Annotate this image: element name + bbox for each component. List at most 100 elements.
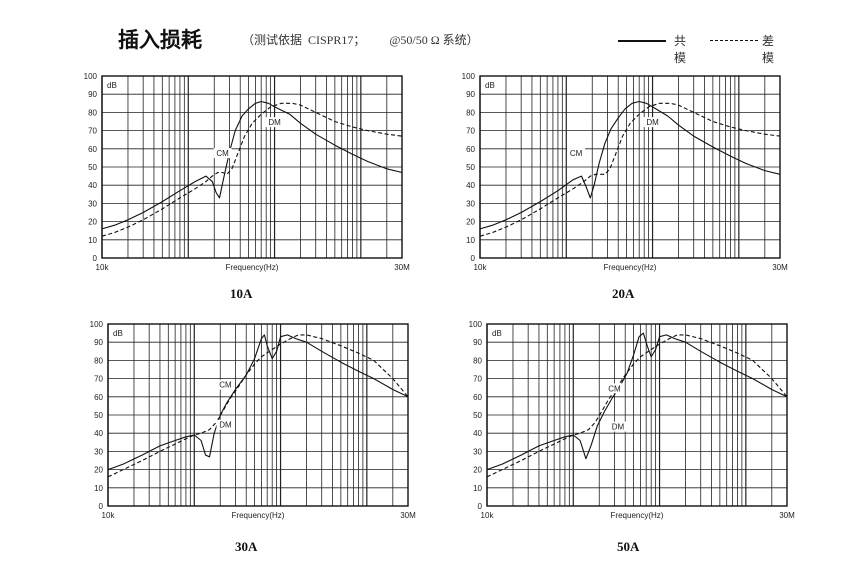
annotation-backdrop	[216, 419, 235, 430]
y-tick-label: 80	[88, 108, 97, 117]
y-tick-label: 0	[478, 502, 483, 511]
series-line-dm	[486, 334, 788, 478]
series-line-dm	[479, 102, 781, 237]
annotation-backdrop	[265, 117, 284, 128]
chart-caption-30a: 30A	[235, 539, 258, 554]
annotation-backdrop	[643, 117, 662, 128]
x-tick-label: 10k	[481, 511, 495, 520]
y-tick-label: 30	[94, 447, 103, 456]
y-tick-label: 10	[466, 236, 475, 245]
y-tick-label: 70	[88, 127, 97, 136]
y-tick-label: 60	[466, 145, 475, 154]
y-tick-label: 60	[88, 145, 97, 154]
y-tick-label: 100	[462, 72, 476, 81]
chart-caption-50a: 50A	[617, 539, 640, 554]
y-tick-label: 50	[94, 411, 103, 420]
series-line-cm	[107, 334, 409, 471]
series-line-dm	[101, 102, 403, 237]
test-basis-note: （测试依据 CISPR17； @50/50 Ω 系统）	[242, 33, 479, 47]
x-tick-label: 30M	[400, 511, 416, 520]
y-tick-label: 40	[94, 429, 103, 438]
y-unit-backdrop	[490, 327, 504, 338]
x-axis-label: Frequency(Hz)	[226, 263, 279, 272]
y-tick-label: 80	[94, 356, 103, 365]
y-tick-label: 70	[94, 375, 103, 384]
series-annotation: DM	[646, 118, 659, 127]
y-tick-label: 40	[466, 181, 475, 190]
series-annotation: DM	[268, 118, 281, 127]
y-tick-label: 20	[473, 466, 482, 475]
y-tick-label: 10	[88, 236, 97, 245]
y-tick-label: 50	[466, 163, 475, 172]
chart-caption-10a: 10A	[230, 286, 253, 301]
chart-10a: 0 10 20 30 40 50 60 70 80 90 100 10k 30M Frequency(Hz…	[84, 72, 410, 272]
chart-caption-20a: 20A	[612, 286, 635, 301]
series-line-cm	[479, 100, 781, 230]
plot-frame	[479, 75, 781, 259]
y-unit-backdrop	[111, 327, 125, 338]
plot-frame	[101, 75, 403, 259]
y-axis-unit: dB	[113, 329, 123, 338]
x-axis-label: Frequency(Hz)	[604, 263, 657, 272]
y-tick-label: 90	[94, 338, 103, 347]
y-tick-label: 70	[466, 127, 475, 136]
annotation-backdrop	[609, 421, 628, 432]
x-tick-label: 10k	[96, 263, 110, 272]
legend-cm-label: 共模	[674, 34, 687, 65]
y-tick-label: 20	[88, 218, 97, 227]
y-tick-label: 10	[94, 484, 103, 493]
series-annotation: DM	[612, 423, 625, 432]
series-annotation: CM	[570, 149, 583, 158]
series-line-cm	[486, 332, 788, 471]
x-tick-label: 10k	[102, 511, 116, 520]
series-line-cm	[101, 100, 403, 230]
y-tick-label: 80	[466, 108, 475, 117]
y-tick-label: 100	[90, 320, 104, 329]
y-tick-label: 0	[93, 254, 98, 263]
legend-cm-line	[618, 40, 666, 42]
y-tick-label: 20	[466, 218, 475, 227]
y-tick-label: 100	[469, 320, 483, 329]
x-tick-label: 30M	[394, 263, 410, 272]
annotation-backdrop	[605, 383, 624, 394]
chart-50a: 0 10 20 30 40 50 60 70 80 90 100 10k 30M Frequency(Hz…	[469, 320, 795, 520]
chart-30a: 0 10 20 30 40 50 60 70 80 90 100 10k 30M Frequency(Hz…	[90, 320, 416, 520]
y-unit-backdrop	[105, 79, 119, 90]
plot-frame	[107, 323, 409, 507]
x-tick-label: 10k	[474, 263, 488, 272]
series-annotation: CM	[608, 384, 621, 393]
y-tick-label: 90	[473, 338, 482, 347]
page-title: 插入损耗	[118, 28, 202, 52]
y-tick-label: 40	[473, 429, 482, 438]
y-tick-label: 50	[88, 163, 97, 172]
y-tick-label: 60	[473, 393, 482, 402]
series-annotation: CM	[216, 149, 229, 158]
annotation-backdrop	[216, 379, 235, 390]
y-tick-label: 100	[84, 72, 98, 81]
series-line-dm	[107, 334, 409, 478]
y-axis-unit: dB	[492, 329, 502, 338]
plot-frame	[486, 323, 788, 507]
y-tick-label: 90	[88, 90, 97, 99]
x-axis-label: Frequency(Hz)	[611, 511, 664, 520]
legend-dm-label: 差模	[762, 34, 775, 65]
y-tick-label: 30	[473, 447, 482, 456]
y-unit-backdrop	[483, 79, 497, 90]
x-axis-label: Frequency(Hz)	[232, 511, 285, 520]
annotation-backdrop	[213, 148, 232, 159]
x-tick-label: 30M	[772, 263, 788, 272]
x-tick-label: 30M	[779, 511, 795, 520]
y-tick-label: 30	[88, 199, 97, 208]
series-annotation: DM	[219, 421, 232, 430]
annotation-backdrop	[567, 148, 586, 159]
y-tick-label: 0	[99, 502, 104, 511]
y-tick-label: 50	[473, 411, 482, 420]
chart-20a: 0 10 20 30 40 50 60 70 80 90 100 10k 30M Frequency(Hz…	[462, 72, 788, 272]
y-tick-label: 30	[466, 199, 475, 208]
y-tick-label: 10	[473, 484, 482, 493]
y-tick-label: 0	[471, 254, 476, 263]
legend-dm-line	[710, 40, 758, 41]
y-tick-label: 80	[473, 356, 482, 365]
y-axis-unit: dB	[107, 81, 117, 90]
y-tick-label: 40	[88, 181, 97, 190]
